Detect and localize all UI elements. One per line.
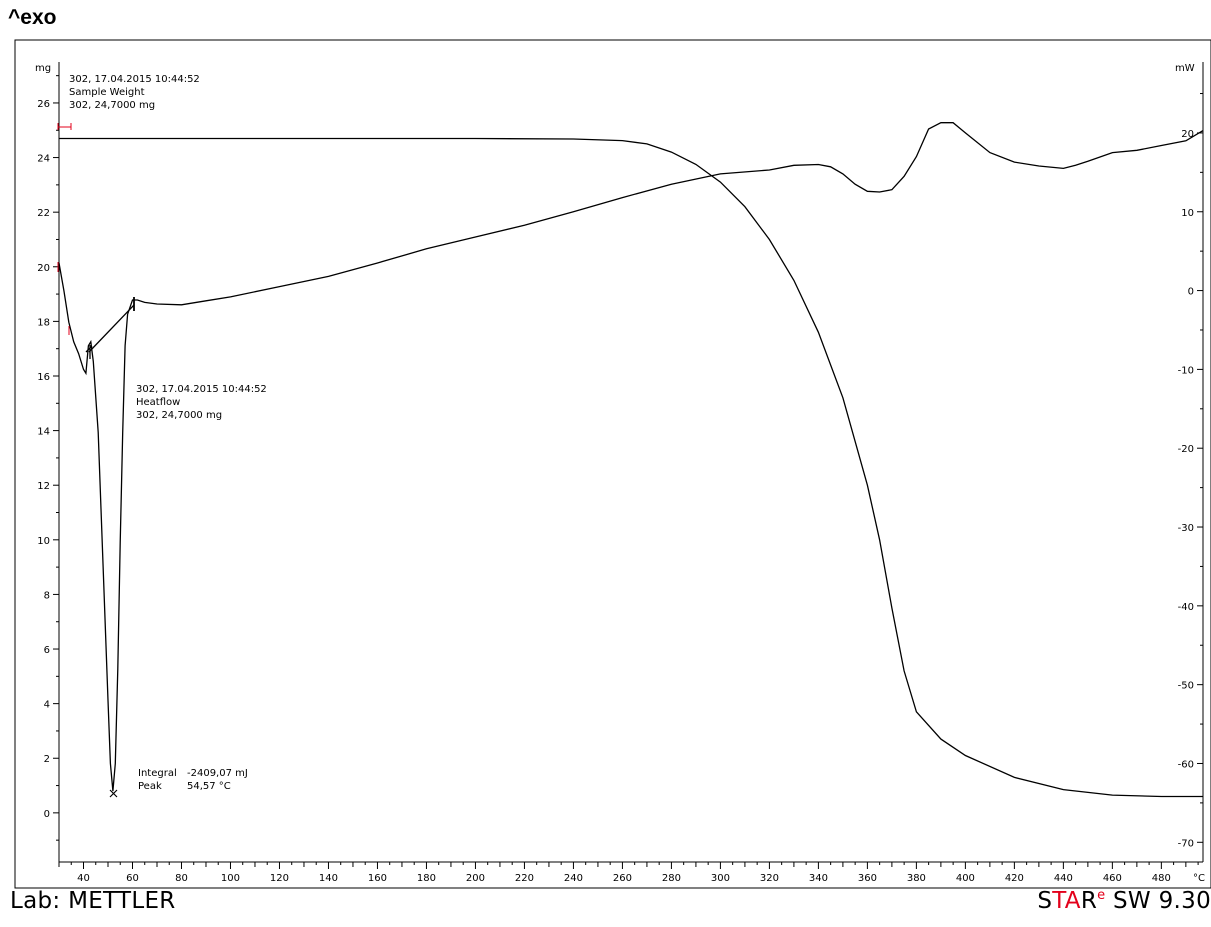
x-tick-label: 60 bbox=[126, 873, 139, 884]
right-tick-label: 0 bbox=[1188, 287, 1194, 298]
integral-annotation: Integral -2409,07 mJ Peak 54,57 °C bbox=[138, 768, 248, 792]
exo-direction-label: ^exo bbox=[8, 6, 57, 29]
left-tick-label: 22 bbox=[37, 208, 50, 219]
x-tick-label: 280 bbox=[662, 873, 681, 884]
left-tick-label: 14 bbox=[37, 427, 50, 438]
annotation-line: 302, 24,7000 mg bbox=[69, 100, 155, 111]
left-tick-label: 18 bbox=[37, 317, 50, 328]
annotation-line: 302, 17.04.2015 10:44:52 bbox=[136, 384, 267, 395]
software-version: SW 9.30 bbox=[1105, 888, 1211, 914]
right-axis-unit: mW bbox=[1175, 63, 1195, 74]
left-tick-label: 2 bbox=[44, 754, 50, 765]
x-tick-label: 360 bbox=[858, 873, 877, 884]
peak-value: 54,57 °C bbox=[187, 781, 231, 792]
x-tick-label: 100 bbox=[221, 873, 240, 884]
annotation-line: Sample Weight bbox=[69, 87, 145, 98]
peak-label: Peak bbox=[138, 781, 162, 792]
x-tick-label: 160 bbox=[368, 873, 387, 884]
left-tick-label: 8 bbox=[44, 590, 50, 601]
software-e: e bbox=[1097, 888, 1106, 903]
right-axis-ticks: -70 -60 -50 -40 -30 -20 -10 0 10 20 bbox=[1178, 93, 1203, 849]
x-tick-label: 140 bbox=[319, 873, 338, 884]
heatflow-curve bbox=[58, 122, 1204, 792]
right-tick-label: -50 bbox=[1178, 681, 1194, 692]
x-tick-label: 440 bbox=[1054, 873, 1073, 884]
left-tick-label: 6 bbox=[44, 645, 50, 656]
right-tick-label: -30 bbox=[1178, 523, 1194, 534]
x-tick-label: 300 bbox=[711, 873, 730, 884]
integral-value: -2409,07 mJ bbox=[187, 768, 248, 779]
x-tick-label: 340 bbox=[809, 873, 828, 884]
right-tick-label: -60 bbox=[1178, 759, 1194, 770]
x-tick-label: 480 bbox=[1152, 873, 1171, 884]
left-tick-label: 16 bbox=[37, 372, 50, 383]
x-tick-label: 120 bbox=[270, 873, 289, 884]
baseline-marker-left bbox=[85, 345, 93, 359]
right-tick-label: -20 bbox=[1178, 444, 1194, 455]
x-tick-label: 220 bbox=[515, 873, 534, 884]
x-axis-unit: °C bbox=[1193, 873, 1205, 884]
plot-frame bbox=[14, 39, 1211, 889]
x-tick-label: 240 bbox=[564, 873, 583, 884]
lab-label: Lab: METTLER bbox=[10, 888, 176, 914]
left-tick-label: 26 bbox=[37, 99, 50, 110]
right-tick-label: -70 bbox=[1178, 838, 1194, 849]
annotation-line: Heatflow bbox=[136, 397, 180, 408]
software-ta: TA bbox=[1052, 888, 1081, 914]
left-tick-label: 20 bbox=[37, 263, 50, 274]
integration-baseline bbox=[88, 304, 135, 353]
x-tick-label: 380 bbox=[907, 873, 926, 884]
left-tick-label: 10 bbox=[37, 536, 50, 547]
right-tick-label: -10 bbox=[1178, 365, 1194, 376]
peak-marker bbox=[109, 789, 118, 798]
integral-label: Integral bbox=[138, 768, 177, 779]
right-tick-label: 20 bbox=[1181, 129, 1194, 140]
right-tick-label: -40 bbox=[1178, 602, 1194, 613]
right-tick-label: 10 bbox=[1181, 208, 1194, 219]
annotation-line: 302, 17.04.2015 10:44:52 bbox=[69, 74, 200, 85]
left-axis-unit: mg bbox=[35, 63, 51, 74]
x-tick-label: 80 bbox=[175, 873, 188, 884]
annotation-line: 302, 24,7000 mg bbox=[136, 410, 222, 421]
x-tick-label: 200 bbox=[466, 873, 485, 884]
heatflow-start-marker bbox=[57, 262, 70, 335]
sample-weight-annotation: 302, 17.04.2015 10:44:52 Sample Weight 3… bbox=[69, 74, 200, 111]
left-tick-label: 24 bbox=[37, 154, 50, 165]
left-tick-label: 0 bbox=[44, 809, 50, 820]
software-s: S bbox=[1037, 888, 1053, 914]
x-tick-label: 420 bbox=[1005, 873, 1024, 884]
left-tick-label: 12 bbox=[37, 481, 50, 492]
x-tick-label: 320 bbox=[760, 873, 779, 884]
heatflow-annotation: 302, 17.04.2015 10:44:52 Heatflow 302, 2… bbox=[136, 384, 267, 421]
left-tick-label: 4 bbox=[44, 700, 50, 711]
software-version-label: STARe SW 9.30 bbox=[1037, 888, 1211, 914]
software-r: R bbox=[1080, 888, 1098, 914]
x-tick-label: 40 bbox=[77, 873, 90, 884]
x-tick-label: 400 bbox=[956, 873, 975, 884]
x-tick-label: 260 bbox=[613, 873, 632, 884]
sample-weight-curve bbox=[59, 137, 1203, 798]
x-axis-ticks: 40 60 80 100 120 140 160 180 200 220 240 260 280 300 3… bbox=[58, 862, 1199, 884]
weight-start-marker bbox=[57, 123, 72, 130]
x-tick-label: 180 bbox=[417, 873, 436, 884]
x-tick-label: 460 bbox=[1103, 873, 1122, 884]
